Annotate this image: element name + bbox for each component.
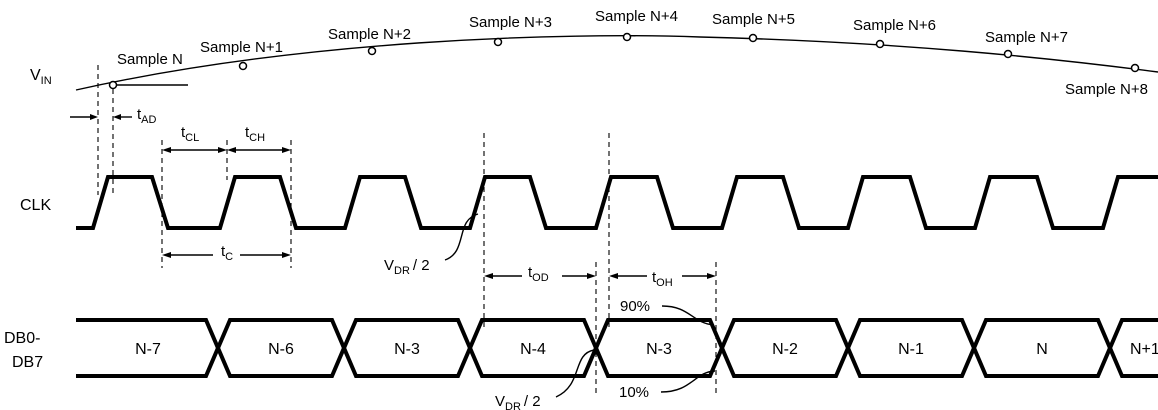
t-od-arrow-head-right	[587, 273, 596, 279]
sample-point-n5	[748, 33, 758, 43]
t-od-arrow-head-left	[484, 273, 493, 279]
data-word: N-3	[394, 341, 420, 358]
vin-waveform	[75, 35, 1158, 91]
data-words: N-7 N-6 N-3 N-4 N-3 N-2 N-1 N N+1	[135, 341, 1158, 358]
sample-labels: Sample N Sample N+1 Sample N+2 Sample N+…	[117, 8, 1148, 98]
t-cl-arrow-head-right	[218, 147, 227, 153]
sample-label-n5: Sample N+5	[712, 11, 795, 28]
data-word: N	[1036, 341, 1048, 358]
sample-points	[108, 32, 1140, 90]
sample-point-n6	[875, 39, 885, 49]
data-word: N-6	[268, 341, 294, 358]
t-ch-arrow-head-left	[227, 147, 236, 153]
clk-waveform	[76, 175, 1158, 230]
percent-10-callout	[660, 370, 716, 393]
data-bus-waveform	[76, 318, 1158, 378]
sample-point-n8	[1130, 63, 1140, 73]
clk-threshold-label: VDR/ 2	[384, 257, 430, 277]
vin-signal-label: VIN	[30, 67, 52, 87]
data-word: N-4	[520, 341, 546, 358]
data-word: N-7	[135, 341, 161, 358]
data-word: N-3	[646, 341, 672, 358]
sample-point-n4	[622, 32, 632, 42]
sample-label-n2: Sample N+2	[328, 26, 411, 43]
t-c-arrow-head-left	[162, 252, 171, 258]
t-ch-label: tCH	[245, 124, 265, 144]
sample-point-n	[108, 80, 118, 90]
t-oh-arrow-head-left	[609, 273, 618, 279]
db-signal-label-top: DB0-	[4, 330, 40, 347]
sample-label-n6: Sample N+6	[853, 17, 936, 34]
t-c-label: tC	[221, 243, 233, 263]
sample-label-n3: Sample N+3	[469, 14, 552, 31]
clk-threshold-callout	[444, 213, 479, 261]
data-threshold-callout	[555, 349, 595, 398]
sample-label-n: Sample N	[117, 51, 183, 68]
t-c-arrow-head-right	[282, 252, 291, 258]
percent-10-label: 10%	[619, 384, 649, 401]
percent-90-callout	[661, 305, 715, 326]
clk-signal-label: CLK	[20, 197, 51, 214]
sample-label-n4: Sample N+4	[595, 8, 678, 25]
t-oh-arrow-head-right	[707, 273, 716, 279]
sample-point-n2	[367, 46, 377, 56]
data-threshold-label: VDR/ 2	[495, 393, 541, 410]
data-word: N+1	[1130, 341, 1158, 358]
t-ad-arrow-right-head	[113, 114, 121, 120]
t-ch-arrow-head-right	[282, 147, 291, 153]
t-cl-label: tCL	[181, 124, 199, 144]
t-cl-arrow-head-left	[162, 147, 171, 153]
sample-label-n8: Sample N+8	[1065, 81, 1148, 98]
sample-point-n1	[238, 61, 248, 71]
sample-point-n7	[1003, 49, 1013, 59]
sample-label-n7: Sample N+7	[985, 29, 1068, 46]
t-ad-label: tAD	[137, 106, 157, 126]
sample-label-n1: Sample N+1	[200, 39, 283, 56]
data-word: N-1	[898, 341, 924, 358]
t-oh-label: tOH	[652, 269, 673, 289]
t-od-label: tOD	[528, 264, 549, 284]
db-signal-label-bottom: DB7	[12, 354, 43, 371]
t-ad-arrow-left-head	[90, 114, 98, 120]
percent-90-label: 90%	[620, 298, 650, 315]
sample-point-n3	[493, 37, 503, 47]
data-word: N-2	[772, 341, 798, 358]
